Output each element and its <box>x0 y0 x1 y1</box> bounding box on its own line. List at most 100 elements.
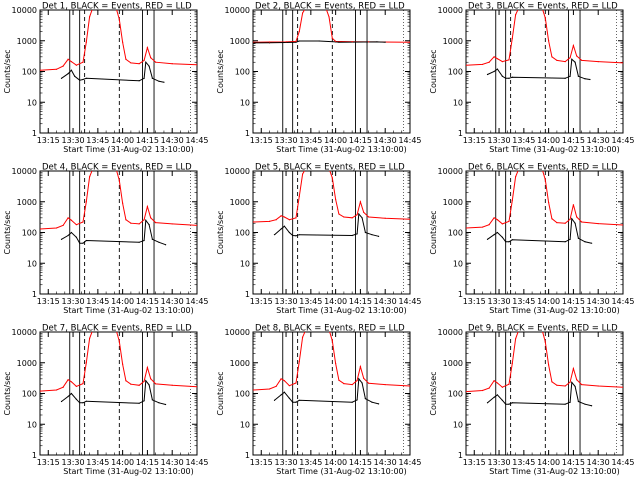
x-tick-label: 14:45 <box>185 136 208 145</box>
events-point <box>493 234 495 236</box>
x-tick-label: 13:30 <box>62 297 85 306</box>
events-point <box>564 241 566 243</box>
lld-point <box>280 378 282 380</box>
y-tick-label: 10 <box>453 259 463 268</box>
plot-frame <box>39 331 198 456</box>
lld-point <box>548 40 550 42</box>
lld-point <box>85 201 87 203</box>
lld-point <box>572 44 575 47</box>
lld-point <box>544 179 546 181</box>
events-point <box>508 241 510 243</box>
lld-point <box>146 366 149 369</box>
events-point <box>151 399 153 401</box>
events-point <box>158 80 160 82</box>
lld-point <box>622 386 623 388</box>
events-point <box>151 77 153 79</box>
lld-point <box>564 222 566 224</box>
events-point <box>85 400 87 402</box>
events-point <box>288 397 290 399</box>
events-point <box>143 77 145 79</box>
y-tick-label: 1 <box>32 290 37 299</box>
series-line-events <box>253 40 386 44</box>
lld-point <box>581 383 583 386</box>
x-tick-label: 13:45 <box>299 458 322 467</box>
y-tick-label: 1 <box>245 129 250 138</box>
events-point <box>79 79 81 81</box>
events-point <box>283 391 285 393</box>
series-line-events <box>274 377 379 405</box>
lld-point <box>253 41 254 43</box>
x-tick-label: 13:30 <box>275 297 298 306</box>
events-point <box>70 231 72 234</box>
x-tick-label: 14:45 <box>611 297 634 306</box>
x-tick-label: 14:15 <box>349 458 372 467</box>
lld-point <box>143 219 145 221</box>
x-axis-label: Start Time (31-Aug-02 13:10:00) <box>276 467 407 476</box>
events-point <box>564 77 566 79</box>
detector-panel-6: Det 6, BLACK = Events, RED = LLD 1 10 100 10… <box>429 163 635 316</box>
lld-point <box>493 217 495 219</box>
events-point <box>60 77 63 79</box>
events-point <box>82 402 84 404</box>
events-point <box>569 75 571 77</box>
lld-point <box>496 382 498 384</box>
lld-point <box>75 224 77 226</box>
lld-point <box>118 340 120 342</box>
lld-point <box>508 383 510 385</box>
y-tick-label: 1 <box>245 290 250 299</box>
events-point <box>295 235 297 237</box>
panel-title: Det 8, BLACK = Events, RED = LLD <box>255 324 405 334</box>
lld-point <box>338 213 340 215</box>
events-point <box>138 241 140 243</box>
lld-point <box>40 390 41 392</box>
events-point <box>364 231 366 234</box>
events-point <box>591 242 593 244</box>
lld-point <box>481 63 484 66</box>
lld-point <box>511 37 513 39</box>
lld-point <box>493 56 495 58</box>
lld-point <box>295 382 297 384</box>
lld-point <box>556 59 558 61</box>
lld-point <box>40 228 41 230</box>
y-tick-label: 1 <box>458 129 463 138</box>
events-point <box>364 398 366 400</box>
y-tick-label: 10000 <box>225 167 250 176</box>
plot-frame <box>252 331 411 456</box>
lld-point <box>508 220 510 222</box>
events-point <box>505 241 507 243</box>
y-tick-label: 1000 <box>17 198 37 207</box>
events-point <box>67 234 69 237</box>
lld-point <box>409 41 410 43</box>
x-tick-label: 13:15 <box>463 136 486 145</box>
lld-point <box>548 201 550 204</box>
panel-title: Det 5, BLACK = Events, RED = LLD <box>255 163 405 173</box>
lld-point <box>40 69 41 71</box>
lld-point <box>75 385 77 388</box>
lld-point <box>481 226 484 228</box>
x-tick-label: 14:00 <box>537 458 560 467</box>
lld-point <box>569 218 571 220</box>
lld-point <box>356 379 358 382</box>
y-tick-label: 10000 <box>438 328 463 337</box>
y-tick-label: 10000 <box>12 328 37 337</box>
lld-point <box>488 224 490 226</box>
events-point <box>584 241 586 243</box>
x-tick-label: 14:00 <box>537 297 560 306</box>
detector-panel-8: Det 8, BLACK = Events, RED = LLD 1 10 100 10… <box>216 324 422 477</box>
events-point <box>148 65 150 67</box>
x-tick-label: 13:15 <box>250 458 273 467</box>
lld-point <box>481 389 484 392</box>
x-tick-label: 14:45 <box>398 458 421 467</box>
lld-point <box>125 58 127 60</box>
y-tick-label: 10 <box>27 420 37 429</box>
events-point <box>501 75 503 77</box>
series-line-events <box>487 58 590 80</box>
x-tick-label: 14:15 <box>562 297 585 306</box>
y-tick-label: 100 <box>448 68 463 77</box>
lld-point <box>125 380 127 382</box>
events-point <box>351 234 353 237</box>
y-axis-label: Counts/sec <box>429 49 438 93</box>
x-tick-label: 14:45 <box>398 297 421 306</box>
events-point <box>60 238 63 240</box>
events-point <box>148 384 150 386</box>
